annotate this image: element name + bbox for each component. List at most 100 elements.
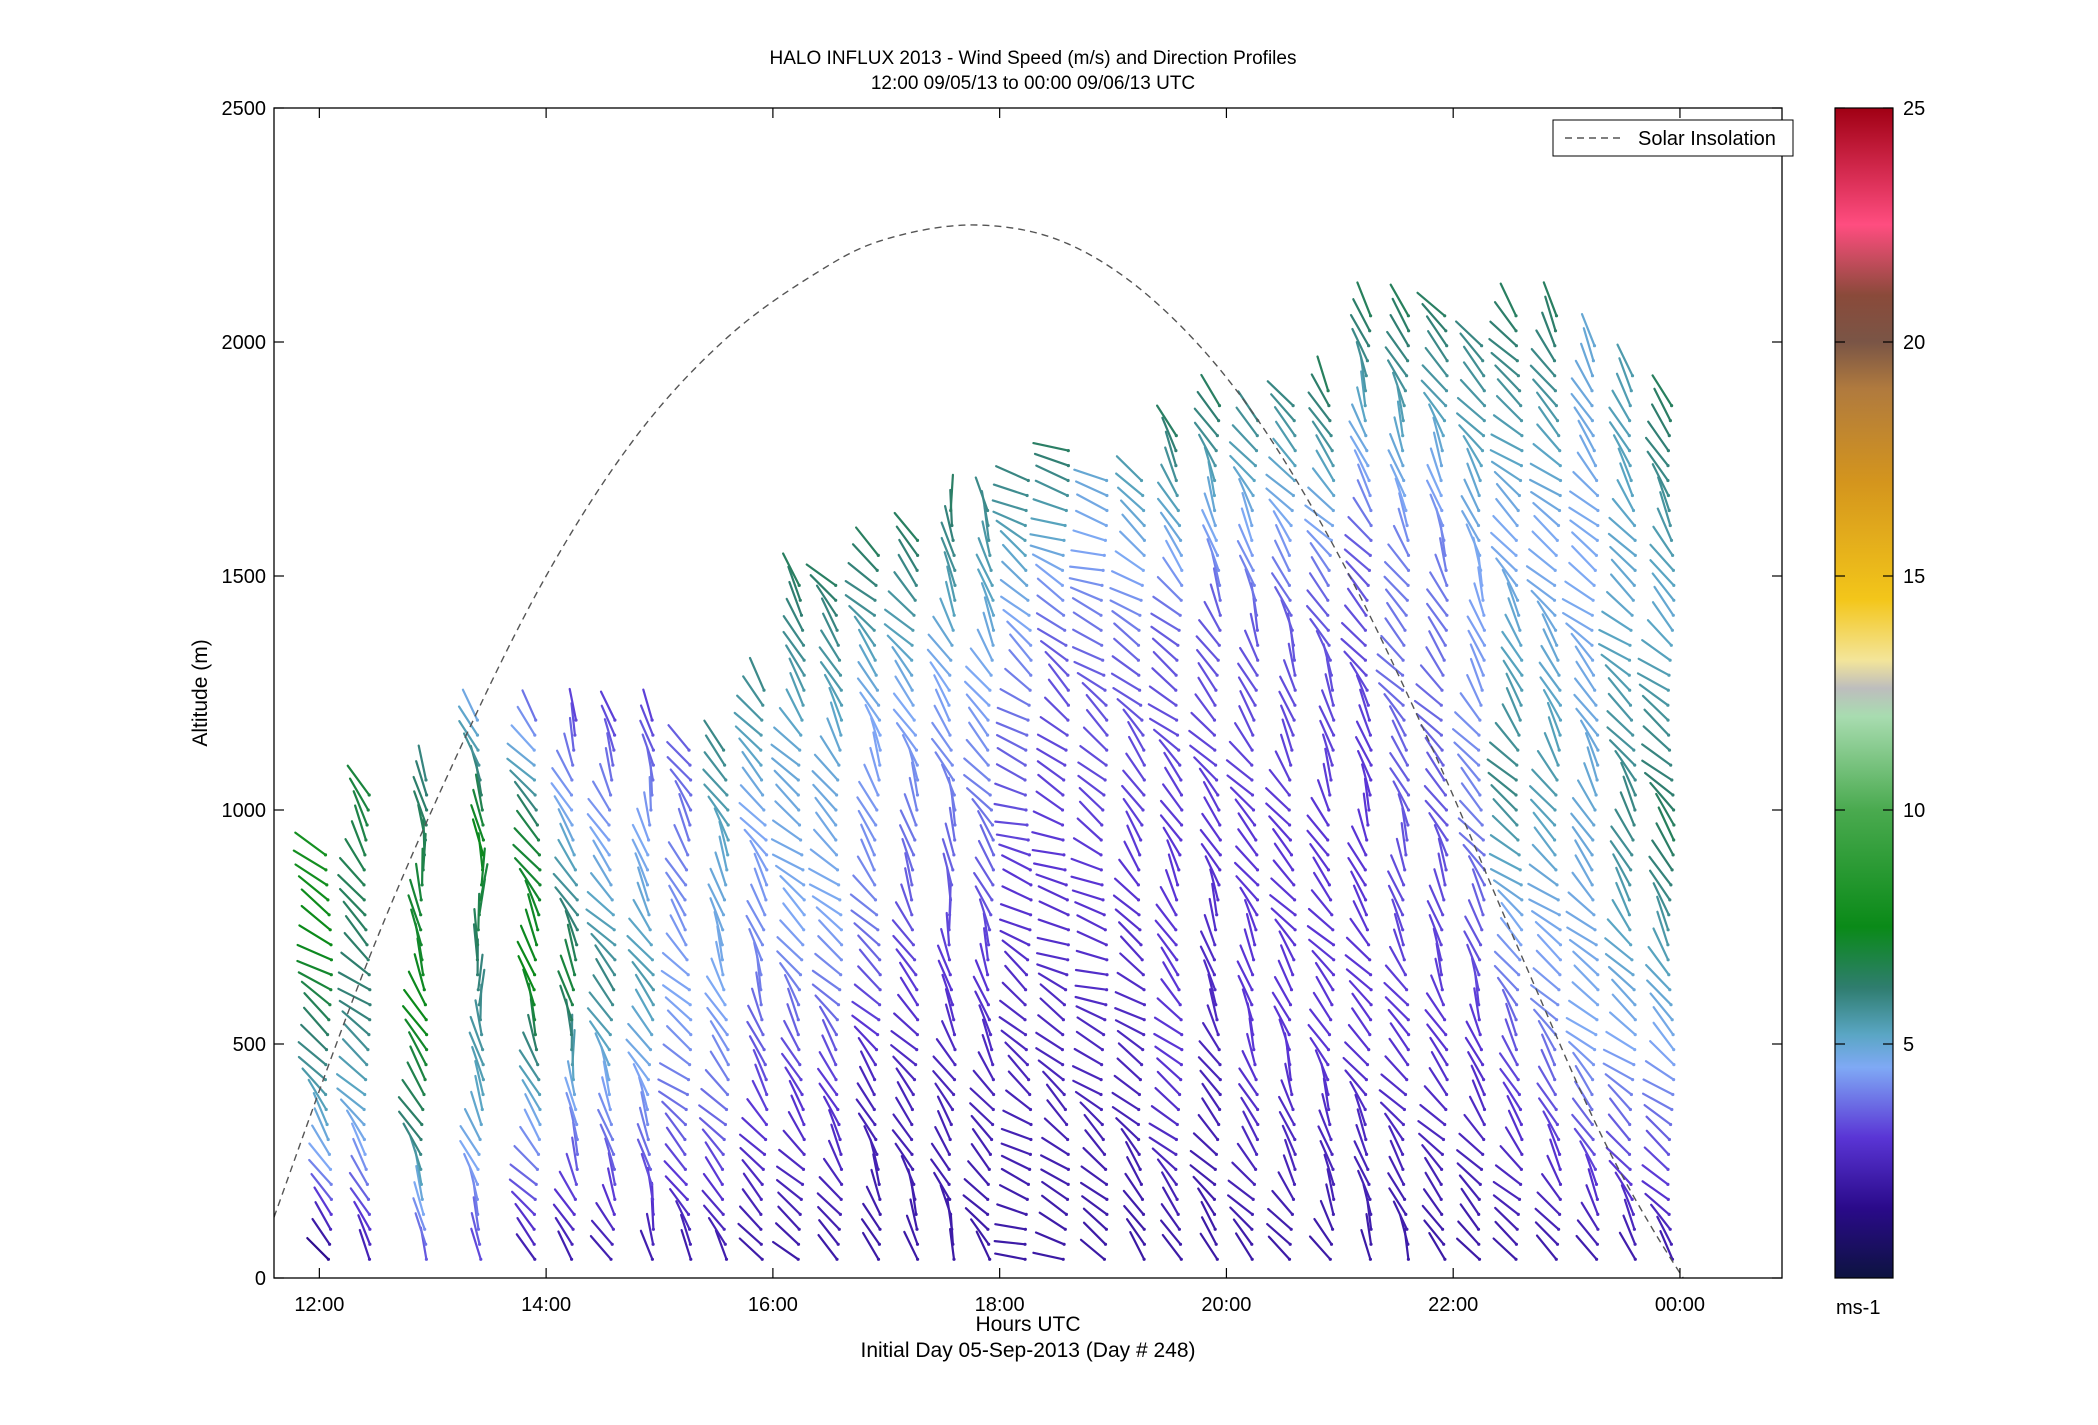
wind-barb [1393, 416, 1404, 452]
wind-barb [519, 924, 537, 961]
wind-barb [1392, 524, 1410, 557]
wind-barb-dot [326, 1137, 330, 1142]
wind-barb-dot [1369, 314, 1373, 318]
wind-barb [472, 923, 479, 961]
wind-barb [1643, 708, 1670, 737]
wind-barb [1575, 660, 1596, 692]
wind-barb [1119, 499, 1146, 527]
wind-barb [1036, 760, 1065, 782]
wind-barb [815, 584, 838, 617]
wind-barb [1125, 1140, 1142, 1171]
wind-barb [1533, 826, 1557, 857]
wind-barb-dot [1180, 1048, 1184, 1052]
wind-barb [1529, 364, 1557, 392]
wind-barb [1236, 539, 1255, 572]
wind-barb-dot [1369, 508, 1373, 513]
wind-barb-dot [1293, 913, 1297, 917]
wind-barb [1079, 744, 1108, 767]
wind-barb-dot [1517, 493, 1521, 498]
wind-barb [1458, 1132, 1484, 1156]
wind-barb-dot [1401, 419, 1405, 423]
wind-barb-dot [648, 1167, 653, 1171]
wind-barb-dot [1368, 329, 1372, 333]
wind-barb-dot [1290, 748, 1294, 752]
wind-barb [1651, 572, 1675, 602]
wind-barb-dot [798, 1212, 802, 1216]
wind-barb-dot [421, 973, 425, 977]
wind-barb [1493, 964, 1519, 991]
wind-barb [1160, 1171, 1179, 1201]
wind-barb [779, 875, 806, 902]
wind-barb [296, 959, 333, 976]
wind-barb-dot [720, 1182, 724, 1186]
wind-barb [1225, 759, 1254, 782]
wind-barb-dot [1594, 703, 1598, 707]
wind-barb-dot [1251, 808, 1256, 812]
wind-barb [1535, 1234, 1558, 1261]
wind-barb [669, 914, 688, 946]
wind-barb-dot [1480, 449, 1485, 453]
wind-barb [1622, 775, 1637, 812]
wind-barb [1535, 391, 1559, 422]
wind-barb-dot [1594, 1182, 1599, 1186]
wind-barb [1388, 1187, 1407, 1216]
wind-barb-dot [1594, 553, 1598, 558]
wind-barb-dot [366, 808, 370, 812]
wind-barb [1392, 780, 1410, 812]
wind-barb-dot [839, 973, 843, 977]
y-tick-label: 1000 [222, 800, 267, 822]
wind-barb [1114, 908, 1142, 931]
wind-barb-dot [1065, 493, 1069, 498]
wind-barb [641, 733, 655, 767]
wind-barb-dot [611, 1003, 615, 1007]
wind-barb-dot [986, 1197, 990, 1201]
wind-barb-dot [1477, 733, 1481, 737]
wind-barb-dot [1478, 1033, 1482, 1037]
wind-barb [586, 921, 616, 946]
wind-barb [1460, 782, 1483, 812]
wind-barb [1422, 1188, 1443, 1216]
wind-barb-dot [726, 853, 730, 857]
wind-barb [606, 1167, 616, 1201]
wind-barb [809, 574, 837, 602]
wind-barb [412, 775, 428, 812]
wind-barb [1206, 476, 1216, 512]
wind-barb-dot [1331, 703, 1335, 707]
wind-barb-dot [1138, 928, 1142, 932]
wind-barb [863, 763, 880, 797]
wind-barb-dot [1590, 419, 1594, 423]
wind-barb-dot [477, 763, 481, 767]
wind-barb [826, 717, 842, 752]
wind-barb [409, 878, 422, 916]
wind-barb-dot [1405, 598, 1409, 602]
wind-barb-dot [532, 748, 536, 752]
wind-barb [893, 571, 917, 602]
wind-barb [1568, 561, 1596, 587]
wind-barb [996, 1203, 1028, 1216]
wind-barb-dot [1136, 1122, 1140, 1127]
wind-barb-dot [836, 1242, 840, 1246]
wind-barb-dot [1254, 928, 1258, 932]
wind-barb [351, 1122, 367, 1156]
wind-barb-dot [1180, 583, 1184, 588]
wind-barb-dot [1212, 718, 1217, 722]
wind-barb [1340, 621, 1367, 647]
wind-barb [992, 483, 1029, 497]
wind-barb [1612, 853, 1631, 887]
wind-barb [1270, 393, 1296, 422]
wind-barb-dot [1405, 1227, 1409, 1231]
wind-barb [457, 705, 479, 737]
wind-barb [1565, 622, 1594, 647]
wind-barb [1164, 446, 1178, 482]
wind-barb-dot [1630, 374, 1635, 378]
wind-barb [1416, 291, 1446, 317]
wind-barb-dot [1291, 868, 1295, 872]
wind-barb [1039, 715, 1069, 737]
wind-barb [667, 841, 688, 872]
wind-barb [1384, 617, 1406, 647]
wind-barb [1648, 869, 1671, 902]
wind-barb-dot [536, 1152, 541, 1156]
wind-barb [1546, 701, 1562, 737]
wind-barb [665, 871, 687, 902]
wind-barb [894, 901, 914, 931]
